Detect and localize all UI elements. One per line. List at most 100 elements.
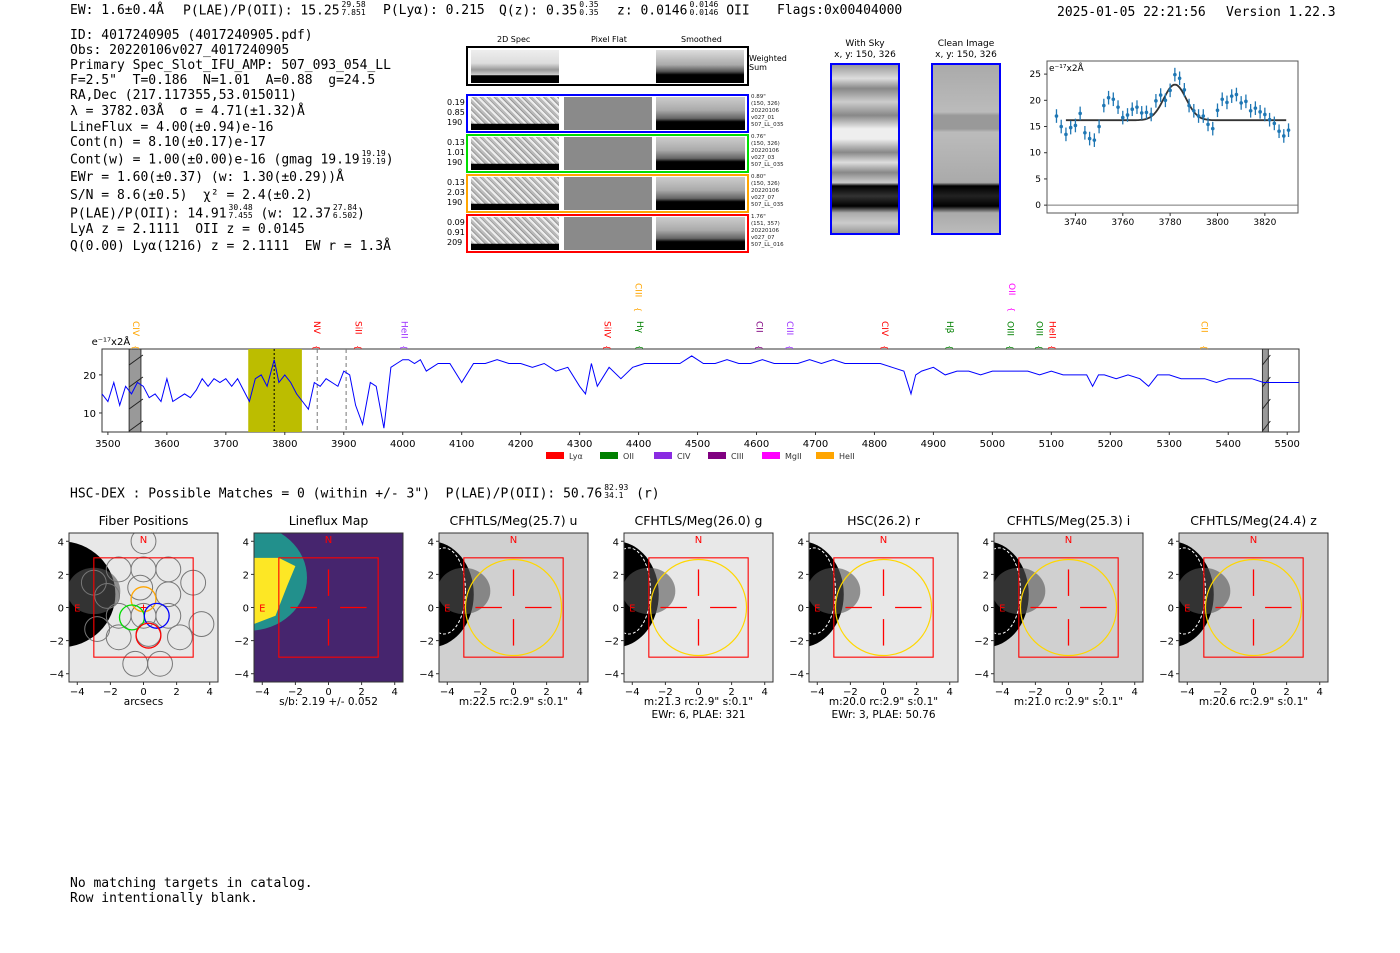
data-point [1267, 117, 1272, 122]
info-plae-value: P(LAE)/P(OII): 14.91 [70, 206, 227, 222]
info-q: Q(0.00) Lyα(1216) z = 2.1111 EW r = 1.3Å [70, 239, 391, 254]
info-plae-hi: 30.48 [228, 203, 253, 212]
spectral-line-label: CIV [879, 321, 889, 337]
header-z-value: z: 0.0146 [617, 3, 688, 19]
x-tick-label: 2 [173, 687, 179, 698]
row-2dspec-image [471, 177, 559, 210]
selected-fiber-circle [143, 602, 170, 629]
info-contw-lo: 19.19 [361, 157, 386, 166]
header-qz-lo: 0.35 [579, 8, 599, 17]
search-box [463, 557, 564, 658]
info-sn: S/N = 8.6(±0.5) χ² = 2.4(±0.2) [70, 188, 313, 203]
legend-swatch [816, 452, 834, 459]
x-tick-label: 5200 [1098, 439, 1123, 450]
x-tick-label: 2 [543, 687, 549, 698]
y-tick-label: 0 [58, 604, 64, 615]
header-z-line: OII [726, 3, 750, 19]
row-right-info: 0.89" (150, 326) 20220106 v027_01 507_LL… [751, 94, 784, 128]
x-tick-label: 4400 [626, 439, 651, 450]
weighted-sum-row [466, 46, 749, 86]
header-ew: EW: 1.6±0.4Å [70, 3, 164, 18]
spectral-line-label: OIII [1005, 321, 1015, 336]
panel-image: NE [624, 533, 773, 682]
neighbor-ellipse [994, 547, 1021, 635]
fiber-circle [94, 582, 120, 609]
hsc-dex-lo: 34.1 [604, 491, 624, 500]
y-tick-label: −4 [974, 670, 989, 681]
x-tick-label: 5000 [980, 439, 1005, 450]
x-tick-label: −2 [1213, 687, 1228, 698]
spectral-line-bracket: { [1048, 345, 1057, 350]
y-tick-label: 4 [798, 537, 804, 548]
neighbor-halo [439, 567, 491, 615]
spectral-line-label: CIII [633, 283, 643, 297]
y-tick-label: 2 [428, 570, 434, 581]
row-left-values: 0.13 1.01 190 [447, 138, 465, 167]
info-id: ID: 4017240905 (4017240905.pdf) [70, 28, 313, 43]
panel-caption: m:21.0 rc:2.9" s:0.1" [1013, 696, 1124, 708]
x-tick-label: 3800 [272, 439, 297, 450]
y-tick-label: −2 [604, 637, 619, 648]
x-tick-label: −2 [288, 687, 303, 698]
x-tick-label: −2 [103, 687, 118, 698]
aperture-circle [649, 558, 748, 657]
north-label: N [140, 535, 147, 546]
x-tick-label: 4 [1317, 687, 1323, 698]
y-tick-label: 2 [243, 570, 249, 581]
y-tick-label: 4 [983, 537, 989, 548]
x-tick-label: 0 [510, 687, 516, 698]
panel-caption: m:20.6 rc:2.9" s:0.1" [1198, 696, 1309, 708]
info-plae: P(LAE)/P(OII): 14.91 30.48 7.455 (w: 12.37… [70, 203, 365, 222]
y-tick-label: −2 [1159, 637, 1174, 648]
row-right-info: 1.76" (151, 357) 20220106 v027_07 507_LL… [751, 214, 784, 248]
spectral-line-bracket: { [754, 345, 763, 350]
spectral-line-label: SiII [353, 321, 363, 335]
y-tick-label: 15 [1030, 123, 1041, 133]
col-title-smoothed: Smoothed [681, 35, 722, 44]
x-tick-label: −2 [658, 687, 673, 698]
x-tick-label: 4 [947, 687, 953, 698]
x-tick-label: 5500 [1274, 439, 1299, 450]
panel-title: Lineflux Map [288, 513, 369, 528]
neighbor-halo [624, 567, 676, 615]
legend-label: Lyα [569, 452, 583, 461]
fiber-circle [105, 624, 132, 651]
north-label: N [325, 535, 332, 546]
data-point [1054, 114, 1059, 118]
data-point [1201, 114, 1206, 118]
north-label: N [880, 535, 887, 546]
y-tick-label: −4 [419, 670, 434, 681]
header-z-hi: 0.0146 [689, 0, 719, 9]
aperture-circle [1019, 558, 1118, 657]
spectral-line-bracket: { [399, 345, 408, 350]
data-point [1248, 108, 1253, 113]
header-z: z: 0.0146 0.0146 0.0146 OII [617, 0, 750, 19]
hatch-mark [128, 354, 144, 366]
data-point [1220, 97, 1225, 102]
panel-title: CFHTLS/Meg(24.4) z [1190, 513, 1317, 528]
x-tick-label: −2 [473, 687, 488, 698]
search-box [1018, 557, 1119, 658]
data-point [1225, 100, 1229, 105]
header-timestamp: 2025-01-05 22:21:56 [1057, 5, 1206, 20]
header-version: Version 1.22.3 [1226, 5, 1336, 20]
neighbor-ellipse [624, 547, 651, 635]
spectrum-line [101, 355, 1299, 429]
panel-title: CFHTLS/Meg(25.3) i [1006, 513, 1131, 528]
y-tick-label: −2 [234, 637, 249, 648]
east-label: E [259, 604, 265, 615]
x-tick-label: 4 [392, 687, 398, 698]
spectral-line-bracket: { [635, 345, 644, 350]
spectral-line-bracket: { [1200, 345, 1209, 350]
neighbor-halo [1179, 567, 1231, 615]
row-pixelflat-image [564, 177, 652, 210]
legend-swatch [762, 452, 780, 459]
x-tick-label: 4600 [744, 439, 769, 450]
data-point [1111, 97, 1116, 102]
row-left-values: 0.09 0.91 209 [447, 218, 465, 247]
